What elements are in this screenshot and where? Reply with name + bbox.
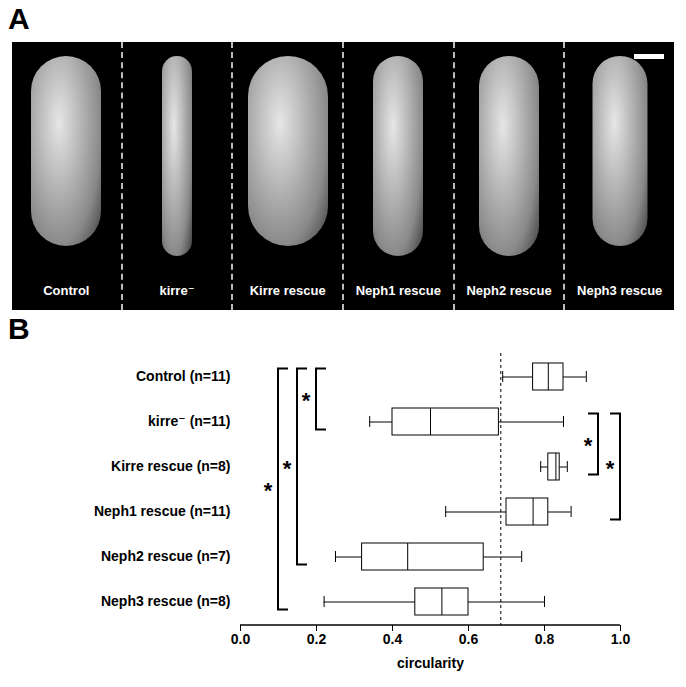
svg-text:*: * [283,456,292,481]
svg-text:0.0: 0.0 [231,631,251,647]
html-text:Neph1 rescue: Neph1 rescue [355,283,441,298]
svg-text:circularity: circularity [397,655,464,671]
html-text:Neph2 rescue: Neph2 rescue [466,283,552,298]
svg-text:Neph1 rescue (n=11): Neph1 rescue (n=11) [94,503,231,519]
svg-text:0.6: 0.6 [459,631,479,647]
html-text:kirre⁻: kirre⁻ [159,283,195,298]
svg-text:*: * [264,478,273,503]
html-text:B: B [8,312,30,345]
svg-text:*: * [302,388,311,413]
svg-text:Control (n=11): Control (n=11) [136,368,231,384]
svg-text:1.0: 1.0 [611,631,631,647]
svg-text:0.8: 0.8 [535,631,555,647]
html-text:A: A [8,2,30,35]
svg-text:0.4: 0.4 [383,631,403,647]
svg-text:kirre⁻ (n=11): kirre⁻ (n=11) [148,413,231,429]
html-text:Kirre rescue: Kirre rescue [249,283,326,298]
svg-text:Neph2 rescue (n=7): Neph2 rescue (n=7) [101,548,231,564]
svg-text:*: * [584,433,593,458]
svg-text:Neph3 rescue (n=8): Neph3 rescue (n=8) [101,593,231,609]
svg-text:*: * [606,456,615,481]
svg-text:0.2: 0.2 [307,631,327,647]
html-text:Control: Control [43,283,90,298]
svg-text:Kirre rescue (n=8): Kirre rescue (n=8) [111,458,230,474]
html-text:Neph3 rescue: Neph3 rescue [577,283,663,298]
